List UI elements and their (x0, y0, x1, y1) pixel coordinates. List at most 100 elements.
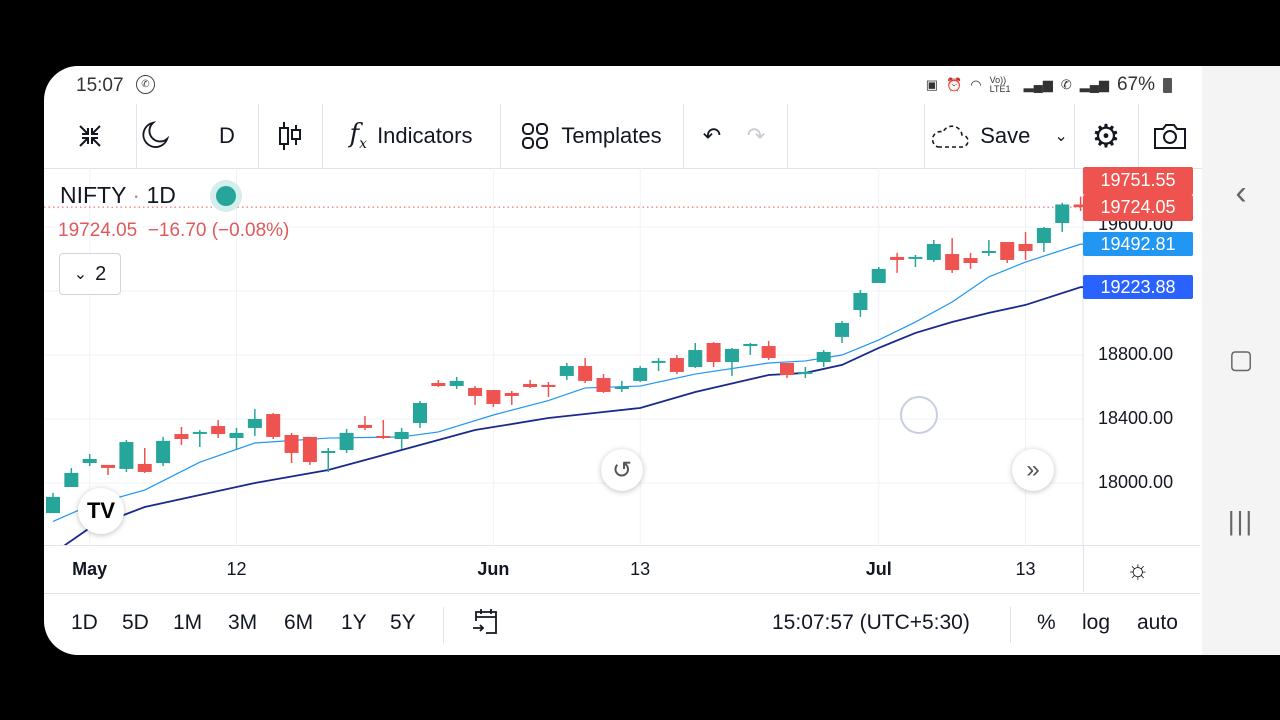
calendar-arrow-icon (473, 609, 497, 634)
recents-icon[interactable]: ||| (1227, 506, 1255, 536)
percent-scale-toggle[interactable]: % (1037, 611, 1056, 634)
market-open-status-dot (216, 186, 236, 206)
screenshot-button[interactable] (1138, 104, 1202, 168)
range-5y[interactable]: 5Y (390, 611, 416, 634)
candle (266, 412, 281, 439)
candle-body (780, 363, 794, 375)
candle-body (394, 431, 409, 439)
candle-body (853, 292, 868, 311)
candle-body (926, 243, 941, 260)
fullscreen-button[interactable] (44, 104, 136, 168)
candle (761, 340, 776, 360)
indicators-toggle[interactable]: ⌄ 2 (59, 253, 121, 295)
go-to-date-button[interactable] (470, 607, 500, 643)
auto-scale-toggle[interactable]: auto (1137, 611, 1178, 634)
status-time: 15:07 (76, 75, 124, 96)
time-axis[interactable]: May 12 Jun 13 Jul 13 ☼ (44, 545, 1200, 594)
candle (46, 492, 60, 514)
candle (357, 415, 372, 431)
candle-body (816, 351, 831, 363)
templates-label: Templates (561, 123, 662, 148)
scroll-to-realtime-button[interactable]: » (1012, 449, 1054, 491)
candle (559, 363, 574, 380)
templates-button[interactable]: Templates (500, 104, 683, 168)
wifi-icon: ◠ (970, 77, 982, 92)
chevron-down-icon: ⌄ (73, 266, 88, 283)
legend-price: 19724.05 (58, 220, 138, 241)
signal-icon-2: ▂▄▆ (1079, 77, 1109, 92)
chevron-down-icon[interactable]: ⌄ (1054, 128, 1068, 145)
reset-chart-button[interactable]: ↺ (601, 449, 643, 491)
candle-body (284, 435, 299, 453)
ma-fast-price-tag: 19492.81 (1083, 232, 1193, 256)
time-axis-label: 12 (226, 559, 247, 579)
candle-body (302, 436, 317, 463)
fx-icon: fx (349, 119, 368, 153)
candle (890, 252, 905, 273)
legend-symbol[interactable]: NIFTY · 1D (60, 182, 176, 208)
undo-button[interactable]: ↶ (692, 104, 732, 168)
time-axis-label: 13 (630, 559, 651, 579)
candle (835, 320, 850, 343)
candle (669, 355, 684, 375)
plot-area (44, 196, 1083, 545)
range-1y[interactable]: 1Y (341, 611, 367, 634)
range-3m[interactable]: 3M (228, 611, 258, 634)
settings-button[interactable]: ⚙ (1074, 104, 1138, 168)
candle-body (137, 463, 152, 472)
indicators-button[interactable]: fx Indicators (322, 104, 500, 168)
indicator-count: 2 (95, 262, 107, 285)
clock-timezone[interactable]: 15:07:57 (UTC+5:30) (772, 611, 970, 634)
candle-body (651, 360, 666, 363)
candle-body (1018, 243, 1033, 251)
range-5d[interactable]: 5D (122, 611, 149, 634)
candle-body (890, 256, 905, 260)
double-chevron-right-icon: » (1026, 456, 1040, 483)
brightness-icon[interactable]: ☼ (1126, 554, 1150, 584)
candle (688, 343, 703, 368)
candle (706, 342, 721, 367)
candle-body (156, 440, 171, 463)
candle (137, 447, 152, 473)
candle (394, 427, 409, 449)
high-price-tag: 19751.55 (1083, 167, 1193, 195)
whatsapp-icon: ✆ (136, 75, 155, 94)
save-button[interactable]: Save ⌄ (924, 104, 1074, 168)
range-1d[interactable]: 1D (71, 611, 98, 634)
redo-icon: ↷ (746, 123, 766, 148)
candle (541, 382, 556, 397)
indicators-label: Indicators (377, 123, 473, 148)
status-icons: ▣ ⏰ ◠ Vo)) LTE1 ▂▄▆ ✆ ▂▄▆ 67% (926, 74, 1172, 96)
candle-body (247, 419, 262, 428)
log-scale-toggle[interactable]: log (1082, 611, 1111, 634)
candle-body (798, 371, 813, 374)
candle-body (523, 383, 538, 387)
price-axis-label: 18400.00 (1098, 408, 1174, 428)
range-1m[interactable]: 1M (173, 611, 203, 634)
candle-body (449, 380, 464, 387)
time-axis-label: Jun (477, 559, 510, 579)
interval-button[interactable]: D (219, 123, 235, 148)
range-6m[interactable]: 6M (284, 611, 314, 634)
theme-button[interactable] (134, 104, 170, 168)
candle (780, 363, 794, 379)
candle-body (633, 367, 648, 381)
candle (743, 343, 758, 355)
candle-body (376, 435, 391, 438)
candle (945, 238, 960, 273)
collapse-arrows-icon (79, 125, 101, 147)
home-icon[interactable]: ▢ (1228, 344, 1254, 374)
chart-type-button[interactable] (258, 104, 322, 168)
moon-icon (142, 121, 170, 148)
redo-button[interactable]: ↷ (736, 104, 776, 168)
back-icon[interactable]: ‹ (1235, 174, 1247, 212)
candle-body (596, 378, 611, 392)
candle (1000, 242, 1015, 263)
candle (156, 436, 171, 467)
price-chart[interactable] (44, 168, 1200, 545)
candle (871, 267, 886, 283)
candle (284, 432, 299, 463)
phone-screen: 15:07 ✆ ▣ ⏰ ◠ Vo)) LTE1 ▂▄▆ ✆ ▂▄▆ 67% D … (44, 66, 1280, 655)
candle (963, 252, 978, 269)
undo-icon: ↶ (702, 123, 722, 148)
